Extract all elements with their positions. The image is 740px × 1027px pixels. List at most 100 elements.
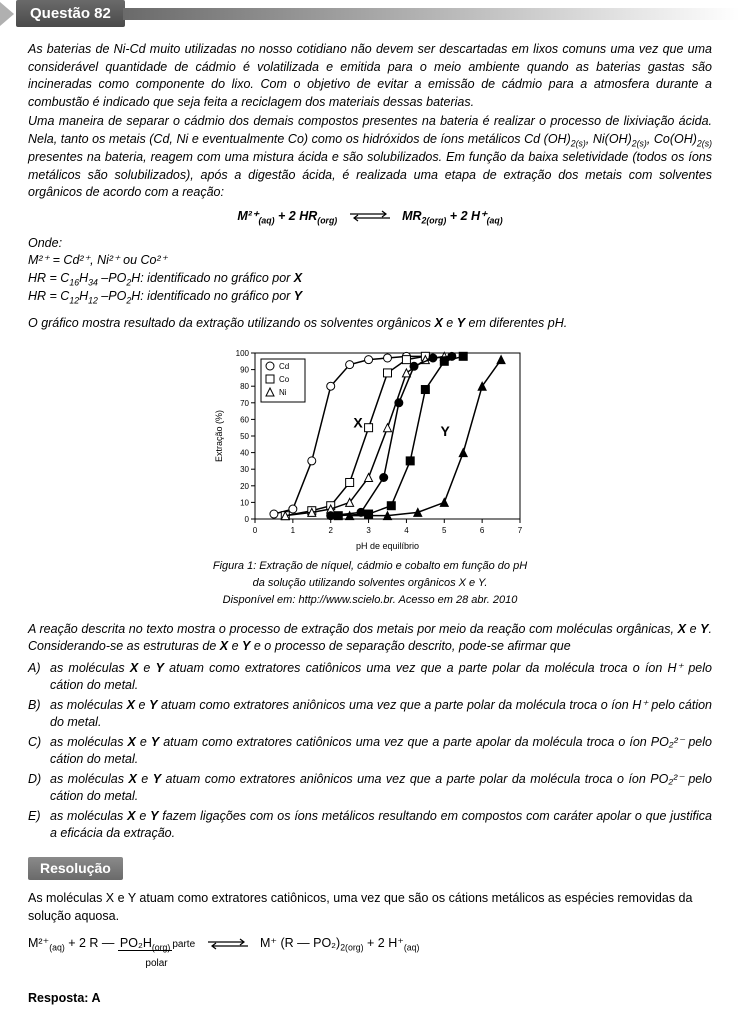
figure-source: Disponível em: http://www.scielo.br. Ace…: [28, 593, 712, 608]
sub-2s-1: 2(s): [571, 138, 586, 148]
res-2org: 2(org): [340, 943, 363, 953]
svg-text:30: 30: [240, 465, 249, 474]
p4-x2: X: [220, 639, 228, 653]
p4-x1: X: [678, 622, 686, 636]
opt-e-label: E): [28, 808, 50, 843]
svg-text:X: X: [353, 414, 363, 430]
opt-a-text: as moléculas X e Y atuam como extratores…: [50, 660, 712, 695]
sub-2s-3: 2(s): [697, 138, 712, 148]
hr2-b: H: [79, 289, 88, 303]
svg-text:0: 0: [253, 526, 258, 535]
svg-text:1: 1: [291, 526, 296, 535]
hr1-16: 16: [69, 277, 79, 287]
underbrace: PO₂H(org)parte polar: [118, 935, 195, 971]
p4-y1: Y: [700, 622, 708, 636]
option-a: A)as moléculas X e Y atuam como extrator…: [28, 660, 712, 695]
eq-plus2: + 2 H⁺: [446, 209, 486, 223]
res-rhs1: M⁺ (R — PO₂): [260, 936, 340, 950]
res-rhs2: + 2 H⁺: [364, 936, 404, 950]
svg-text:100: 100: [236, 349, 250, 358]
p3-y: Y: [457, 316, 465, 330]
paragraph-3: O gráfico mostra resultado da extração u…: [28, 315, 712, 333]
resolution-title: Resolução: [28, 857, 123, 881]
eq-rhs2-sub: (aq): [487, 215, 503, 225]
svg-text:Extração (%): Extração (%): [214, 409, 224, 461]
hr1-34: 34: [88, 277, 98, 287]
res-eq-aq: (aq): [49, 943, 65, 953]
svg-text:Ni: Ni: [279, 388, 287, 397]
option-c: C)as moléculas X e Y atuam como extrator…: [28, 734, 712, 769]
header-fade: [123, 8, 740, 20]
opt-c-text: as moléculas X e Y atuam como extratores…: [50, 734, 712, 769]
opt-b-label: B): [28, 697, 50, 732]
where-block: Onde: M²⁺ = Cd²⁺, Ni²⁺ ou Co²⁺ HR = C16H…: [28, 235, 712, 308]
svg-text:Cd: Cd: [279, 362, 289, 371]
figure-caption-1: Figura 1: Extração de níquel, cádmio e c…: [28, 559, 712, 574]
svg-text:7: 7: [518, 526, 523, 535]
p3c: em diferentes pH.: [465, 316, 567, 330]
where-m2: M²⁺ = Cd²⁺, Ni²⁺ ou Co²⁺: [28, 252, 712, 270]
option-e: E)as moléculas X e Y fazem ligações com …: [28, 808, 712, 843]
where-hr2: HR = C12H12 –PO2H: identificado no gráfi…: [28, 288, 712, 307]
p4e: e o processo de separação descrito, pode…: [250, 639, 570, 653]
opt-c-label: C): [28, 734, 50, 769]
svg-text:Co: Co: [279, 375, 290, 384]
hr2-12b: 12: [88, 296, 98, 306]
p3b: e: [443, 316, 457, 330]
question-body: As baterias de Ni-Cd muito utilizadas no…: [0, 41, 740, 1027]
res-org1: (org): [152, 943, 170, 953]
svg-text:pH de equilíbrio: pH de equilíbrio: [356, 541, 419, 551]
hr2-d: H: identificado no gráfico por: [131, 289, 294, 303]
p3-x: X: [434, 316, 442, 330]
eq-rhs1: MR: [402, 209, 421, 223]
hr1-c: –PO: [98, 271, 127, 285]
opt-d-label: D): [28, 771, 50, 806]
res-po2h: PO₂H: [120, 936, 152, 950]
res-eq-mid: + 2 R —: [65, 936, 118, 950]
p4b: e: [686, 622, 700, 636]
answer: Resposta: A: [28, 990, 712, 1008]
question-title: Questão 82: [16, 0, 125, 27]
opt-b-text: as moléculas X e Y atuam como extratores…: [50, 697, 712, 732]
resolution-equation: M²⁺(aq) + 2 R — PO₂H(org)parte polar M⁺ (…: [28, 935, 712, 971]
opt-a-label: A): [28, 660, 50, 695]
svg-text:3: 3: [366, 526, 371, 535]
svg-text:20: 20: [240, 481, 249, 490]
hr2-c: –PO: [98, 289, 127, 303]
eq-lhs1: M²⁺: [237, 209, 258, 223]
svg-text:5: 5: [442, 526, 447, 535]
svg-text:50: 50: [240, 432, 249, 441]
equilibrium-arrow-icon-2: [206, 938, 250, 950]
svg-text:40: 40: [240, 448, 249, 457]
p4a: A reação descrita no texto mostra o proc…: [28, 622, 678, 636]
brace-l2: polar: [145, 958, 167, 969]
opt-e-text: as moléculas X e Y fazem ligações com os…: [50, 808, 712, 843]
options-list: A)as moléculas X e Y atuam como extrator…: [28, 660, 712, 843]
option-b: B)as moléculas X e Y atuam como extrator…: [28, 697, 712, 732]
main-equation: M²⁺(aq) + 2 HR(org) MR2(org) + 2 H⁺(aq): [28, 208, 712, 227]
svg-text:Y: Y: [441, 423, 451, 439]
brace-l1: parte: [172, 939, 195, 950]
sub-2s-2: 2(s): [632, 138, 647, 148]
option-d: D)as moléculas X e Y atuam como extrator…: [28, 771, 712, 806]
hr1-b: H: [79, 271, 88, 285]
opt-d-text: as moléculas X e Y atuam como extratores…: [50, 771, 712, 806]
res-eq-lhs: M²⁺: [28, 936, 49, 950]
paragraph-2: Uma maneira de separar o cádmio dos dema…: [28, 113, 712, 202]
p3a: O gráfico mostra resultado da extração u…: [28, 316, 434, 330]
svg-text:90: 90: [240, 365, 249, 374]
svg-text:80: 80: [240, 382, 249, 391]
paragraph-1: As baterias de Ni-Cd muito utilizadas no…: [28, 41, 712, 111]
hr1-a: HR = C: [28, 271, 69, 285]
chart-container: 010203040506070809010001234567pH de equi…: [28, 343, 712, 553]
chevron-icon: [0, 2, 14, 26]
eq-plus1: + 2 HR: [275, 209, 318, 223]
svg-text:6: 6: [480, 526, 485, 535]
eq-lhs2-sub: (org): [317, 215, 337, 225]
svg-text:60: 60: [240, 415, 249, 424]
where-label: Onde:: [28, 235, 712, 253]
where-hr1: HR = C16H34 –PO2H: identificado no gráfi…: [28, 270, 712, 289]
hr2-12a: 12: [69, 296, 79, 306]
hr1-x: X: [294, 271, 302, 285]
svg-text:0: 0: [245, 515, 250, 524]
